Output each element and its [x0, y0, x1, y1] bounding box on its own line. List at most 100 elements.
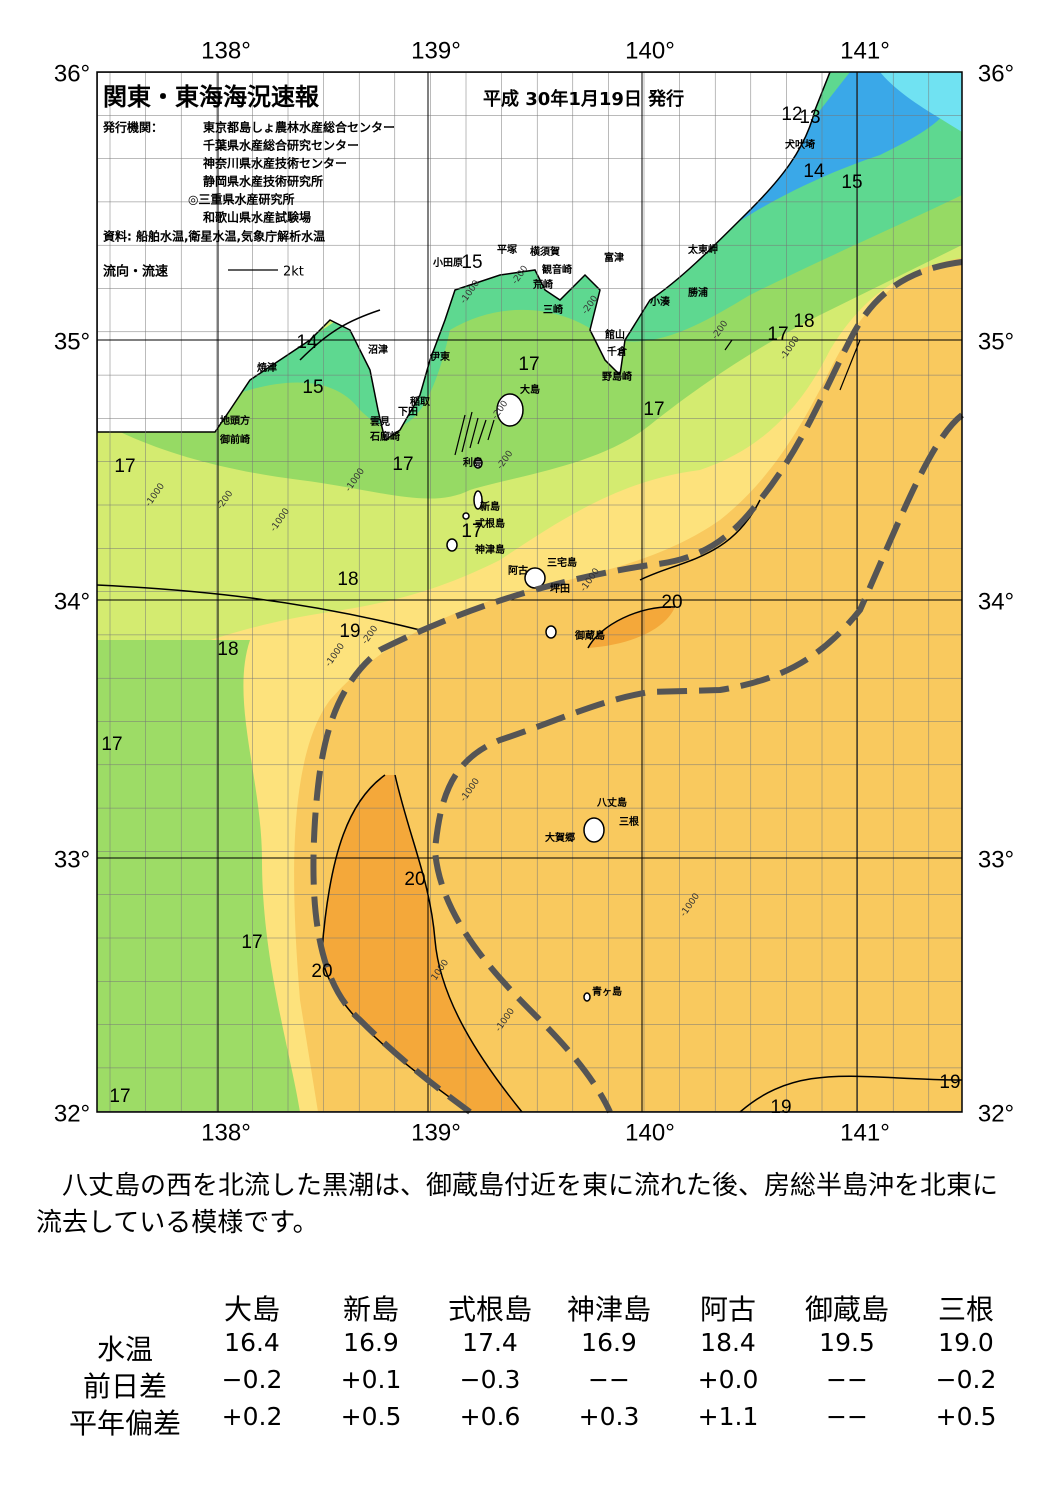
isotherm-label: 17: [101, 734, 122, 755]
table-cell: 式根島: [447, 1293, 533, 1326]
place-name: 小湊: [649, 295, 671, 308]
publisher: 神奈川県水産技術センター: [203, 156, 347, 171]
table-cell: 大島: [223, 1293, 281, 1326]
place-name: 三宅島: [547, 556, 577, 569]
latitude-label: 36°: [54, 60, 90, 87]
place-name: 勝浦: [688, 286, 708, 299]
isotherm-label: 14: [296, 332, 318, 353]
current-arrows: [228, 269, 861, 456]
place-name: 三崎: [543, 303, 563, 316]
islands: [446, 393, 605, 1002]
publisher: 和歌山県水産試験場: [202, 210, 311, 225]
isotherm-label: 13: [799, 107, 820, 128]
isotherm-label: 15: [461, 252, 482, 273]
place-name: 御蔵島: [574, 629, 605, 642]
place-name: 太東岬: [687, 243, 718, 256]
latitude-label: 32°: [978, 1100, 1014, 1127]
publisher: 千葉県水産総合研究センター: [203, 138, 359, 153]
table-cell: −−: [588, 1365, 630, 1394]
place-name: 青ヶ島: [592, 985, 622, 998]
place-name: 御前崎: [219, 433, 250, 446]
table-cell: 19.0: [938, 1328, 994, 1357]
table-cell: +0.1: [340, 1365, 402, 1394]
source: 資料: 船舶水温,衛星水温,気象庁解析水温: [103, 229, 325, 244]
latitude-label: 35°: [54, 328, 90, 355]
publisher: 静岡県水産技術研究所: [203, 174, 323, 189]
longitude-label: 139°: [411, 37, 461, 64]
latitude-label: 34°: [54, 588, 90, 615]
table-cell: −0.2: [935, 1365, 997, 1394]
sea-surface: [97, 72, 962, 1112]
place-name: 沼津: [368, 343, 388, 356]
isotherm-label: 17: [767, 324, 788, 345]
kuroshio-axis: [310, 259, 964, 1115]
table-cell: +0.0: [697, 1365, 759, 1394]
isotherm-label: 20: [311, 961, 332, 982]
table-cell: +0.3: [578, 1402, 640, 1431]
place-name: 横須賀: [530, 245, 560, 258]
isotherm-label: 17: [643, 399, 664, 420]
table-cell: −0.2: [221, 1365, 283, 1394]
table-cell: 16.9: [343, 1328, 399, 1357]
legend-label: 流向・流速: [103, 264, 168, 280]
table-cell: 16.9: [581, 1328, 637, 1357]
publishers-label: 発行機関：: [102, 120, 163, 135]
place-name: 観音崎: [542, 263, 572, 276]
description: 八丈島の西を北流した黒潮は、御蔵島付近を東に流れた後、房総半島沖を北東に流去して…: [36, 1171, 999, 1238]
isotherm-label: 14: [803, 161, 825, 182]
place-name: 雲見: [370, 416, 390, 428]
place-name: 稲取: [410, 395, 431, 408]
longitude-label: 141°: [840, 37, 890, 64]
latitude-label: 34°: [978, 588, 1014, 615]
isotherm-label: 19: [939, 1072, 960, 1093]
map-frame: [96, 71, 963, 1113]
place-name: 千倉: [607, 345, 628, 358]
table-cell: 前日差: [82, 1370, 168, 1403]
table-cell: 御蔵島: [804, 1293, 890, 1326]
place-name: 利島: [463, 456, 483, 469]
table-cell: 16.4: [224, 1328, 280, 1357]
place-name: 阿古: [508, 564, 528, 577]
table-cell: 神津島: [566, 1293, 652, 1326]
isotherm-label: 18: [337, 569, 358, 590]
table-cell: 平年偏差: [68, 1407, 182, 1440]
isotherm-label: 17: [109, 1086, 130, 1107]
longitude-label: 141°: [840, 1119, 890, 1146]
place-name: 焼津: [257, 361, 277, 374]
map: 関東・東海海況速報 平成 30年1月19日 発行 発行機関： 資料: 船舶水温,…: [54, 37, 1014, 1146]
publisher: 東京都島しょ農林水産総合センター: [203, 120, 395, 135]
table-cell: 阿古: [699, 1293, 757, 1326]
latitude-label: 36°: [978, 60, 1014, 87]
table-cell: −−: [826, 1365, 868, 1394]
latitude-label: 33°: [978, 846, 1014, 873]
table-cell: 19.5: [819, 1328, 875, 1357]
place-name: 神津島: [475, 543, 505, 556]
latitude-label: 35°: [978, 328, 1014, 355]
table-cell: 17.4: [462, 1328, 518, 1357]
isotherm-label: 12: [781, 104, 802, 125]
place-name: 大賀郷: [545, 831, 575, 844]
place-name: 坪田: [550, 582, 570, 595]
isotherm-label: 17: [461, 521, 482, 542]
latitude-label: 32°: [54, 1100, 90, 1127]
isotherm-label: 15: [302, 377, 323, 398]
place-name: 伊東: [429, 350, 450, 363]
table-cell: +0.5: [935, 1402, 997, 1431]
table-cell: 18.4: [700, 1328, 756, 1357]
longitude-label: 139°: [411, 1119, 461, 1146]
place-name: 石廊崎: [369, 430, 400, 443]
isotherm-label: 18: [217, 639, 238, 660]
isotherm-label: 15: [841, 172, 862, 193]
place-name: 荒崎: [532, 278, 553, 291]
place-name: 地頭方: [220, 414, 250, 427]
isotherm-label: 17: [392, 454, 413, 475]
table-cell: 三根: [937, 1293, 995, 1326]
isotherm-label: 17: [241, 932, 262, 953]
longitude-label: 140°: [625, 1119, 675, 1146]
longitude-label: 138°: [201, 37, 251, 64]
table-cell: 水温: [96, 1333, 154, 1366]
isotherm-label: 17: [518, 354, 539, 375]
latitude-label: 33°: [54, 846, 90, 873]
place-name: 大島: [520, 383, 540, 396]
